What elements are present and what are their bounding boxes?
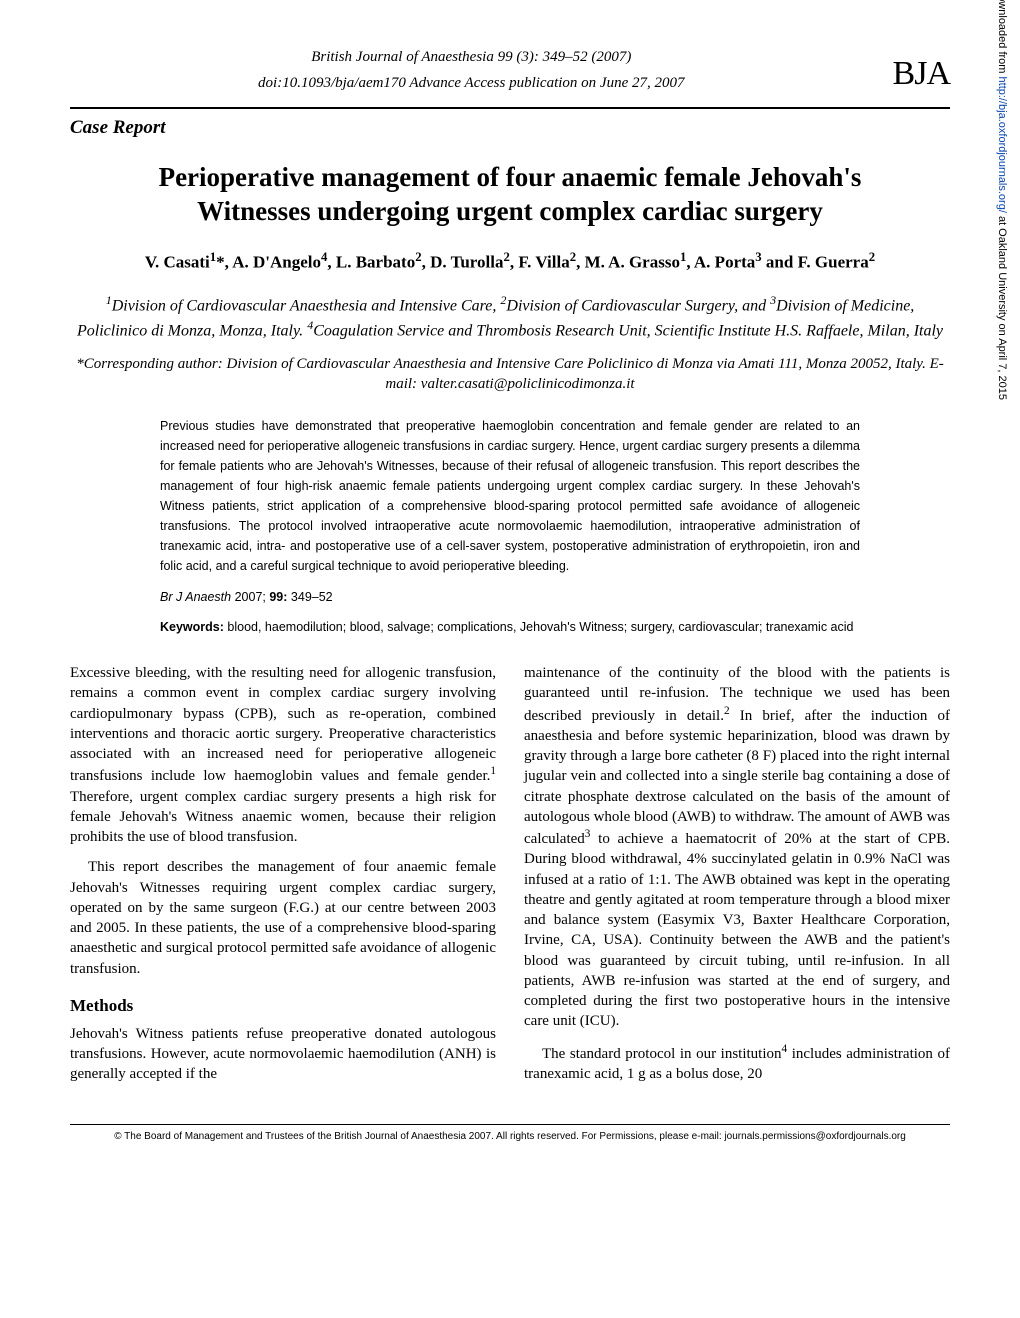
watermark-suffix: at Oakland University on April 7, 2015 bbox=[996, 213, 1008, 400]
abstract-block: Previous studies have demonstrated that … bbox=[160, 416, 860, 637]
download-watermark: Downloaded from http://bja.oxfordjournal… bbox=[996, 0, 1008, 400]
citation-journal: Br J Anaesth bbox=[160, 590, 231, 604]
citation: Br J Anaesth 2007; 99: 349–52 bbox=[160, 590, 860, 604]
affiliations: 1Division of Cardiovascular Anaesthesia … bbox=[70, 292, 950, 342]
body-paragraph: Jehovah's Witness patients refuse preope… bbox=[70, 1024, 496, 1085]
body-paragraph: maintenance of the continuity of the blo… bbox=[524, 663, 950, 1032]
article-title: Perioperative management of four anaemic… bbox=[100, 161, 920, 229]
citation-year: 2007; bbox=[235, 590, 266, 604]
copyright-footer: © The Board of Management and Trustees o… bbox=[70, 1124, 950, 1142]
body-paragraph: This report describes the management of … bbox=[70, 857, 496, 979]
corresponding-author: *Corresponding author: Division of Cardi… bbox=[70, 354, 950, 395]
body-paragraph: Excessive bleeding, with the resulting n… bbox=[70, 663, 496, 847]
journal-logo: BJA bbox=[873, 55, 950, 93]
journal-citation: British Journal of Anaesthesia 99 (3): 3… bbox=[70, 48, 873, 68]
section-label: Case Report bbox=[70, 117, 950, 139]
right-column: maintenance of the continuity of the blo… bbox=[524, 663, 950, 1094]
watermark-prefix: Downloaded from bbox=[996, 0, 1008, 77]
body-columns: Excessive bleeding, with the resulting n… bbox=[70, 663, 950, 1094]
journal-header: British Journal of Anaesthesia 99 (3): 3… bbox=[70, 48, 950, 109]
left-column: Excessive bleeding, with the resulting n… bbox=[70, 663, 496, 1094]
keywords-text: blood, haemodilution; blood, salvage; co… bbox=[227, 620, 853, 634]
keywords-label: Keywords: bbox=[160, 620, 224, 634]
watermark-link[interactable]: http://bja.oxfordjournals.org/ bbox=[996, 77, 1008, 213]
citation-volume: 99: bbox=[269, 590, 287, 604]
doi-line: doi:10.1093/bja/aem170 Advance Access pu… bbox=[70, 74, 873, 94]
body-paragraph: The standard protocol in our institution… bbox=[524, 1042, 950, 1085]
authors: V. Casati1*, A. D'Angelo4, L. Barbato2, … bbox=[70, 249, 950, 274]
citation-pages: 349–52 bbox=[291, 590, 333, 604]
keywords: Keywords: blood, haemodilution; blood, s… bbox=[160, 618, 860, 637]
abstract-text: Previous studies have demonstrated that … bbox=[160, 416, 860, 576]
methods-heading: Methods bbox=[70, 995, 496, 1018]
